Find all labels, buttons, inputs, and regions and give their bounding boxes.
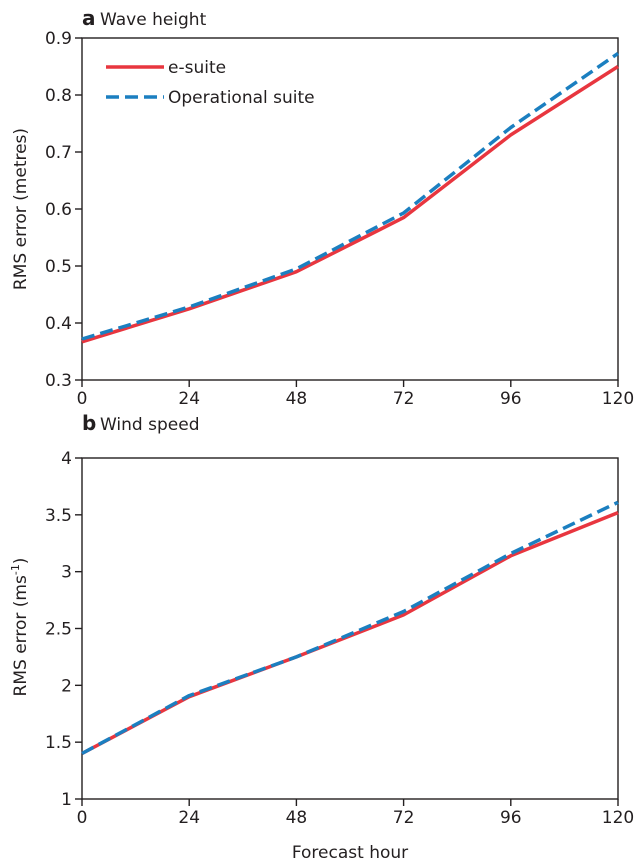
- x-tick-label: 24: [178, 808, 200, 828]
- y-tick-label: 2: [61, 676, 72, 696]
- x-tick-label: 0: [77, 389, 88, 409]
- x-tick-label: 24: [178, 389, 200, 409]
- legend-label-operational: Operational suite: [168, 88, 315, 108]
- panel-title: Wind speed: [100, 415, 200, 435]
- series-line-esuite: [81, 65, 619, 344]
- x-tick-label: 48: [286, 389, 308, 409]
- y-axis-label-main: RMS error (ms: [11, 575, 31, 696]
- x-ticks: 0 24 48 72 96 120: [77, 380, 634, 409]
- y-ticks: 1 1.5 2 2.5 3 3.5 4: [45, 449, 82, 810]
- x-tick-label: 72: [393, 389, 415, 409]
- y-axis-label: RMS error (metres): [11, 128, 31, 290]
- panel-wave-height: a Wave height RMS error (metres) 0.30.40…: [11, 6, 634, 409]
- y-axis-label: RMS error (ms-1): [9, 558, 31, 697]
- y-ticks: 0.3 0.4 0.5 0.6 0.7 0.8 0.9: [45, 29, 82, 391]
- plot-frame: [81, 457, 619, 800]
- y-tick-label: 0.6: [45, 200, 72, 220]
- y-tick-label: 0.4: [45, 314, 72, 334]
- y-tick-label: 0.3: [45, 371, 72, 391]
- panel-title: Wave height: [100, 10, 207, 30]
- x-axis-label: Forecast hour: [292, 843, 408, 863]
- legend: e-suite Operational suite: [106, 58, 315, 108]
- x-tick-label: 96: [500, 808, 522, 828]
- series-line-operational: [81, 51, 619, 341]
- plot-frame: [81, 37, 619, 381]
- panel-letter: a: [82, 6, 96, 30]
- y-axis-label-sup: -1: [9, 564, 22, 575]
- y-tick-label: 1.5: [45, 733, 72, 753]
- series-lines: [81, 51, 619, 344]
- x-tick-label: 96: [500, 389, 522, 409]
- y-tick-label: 2.5: [45, 620, 72, 640]
- panel-letter: b: [82, 411, 96, 435]
- panel-wind-speed: b Wind speed RMS error (ms-1) 1 1.5 2 2.5 3 3…: [9, 411, 634, 863]
- x-tick-label: 48: [286, 808, 308, 828]
- x-tick-label: 120: [602, 389, 634, 409]
- x-ticks: 0 24 48 72 96 120: [77, 799, 634, 828]
- x-tick-label: 72: [393, 808, 415, 828]
- y-tick-label: 0.5: [45, 257, 72, 277]
- series-lines: [81, 500, 619, 756]
- x-tick-label: 0: [77, 808, 88, 828]
- y-tick-label: 3: [61, 563, 72, 583]
- y-axis-label-end: ): [11, 558, 31, 565]
- legend-label-esuite: e-suite: [168, 58, 226, 78]
- y-tick-label: 1: [61, 790, 72, 810]
- y-tick-label: 0.9: [45, 29, 72, 49]
- y-tick-label: 4: [61, 449, 72, 469]
- series-line-operational: [81, 500, 619, 756]
- y-tick-label: 3.5: [45, 506, 72, 526]
- x-tick-label: 120: [602, 808, 634, 828]
- y-tick-label: 0.8: [45, 86, 72, 106]
- y-tick-label: 0.7: [45, 143, 72, 163]
